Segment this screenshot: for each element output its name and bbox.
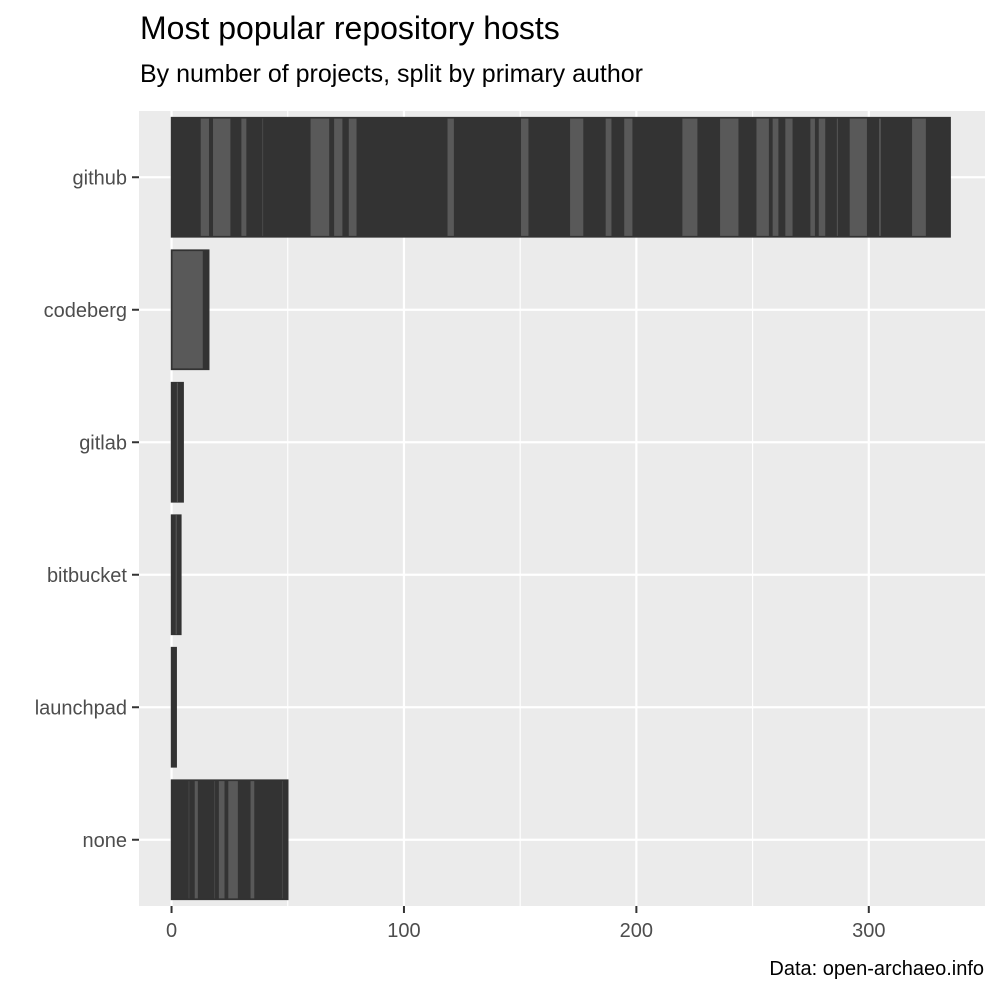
bar-segment-none: [194, 781, 198, 899]
bar-segment-github: [213, 118, 231, 236]
y-tick-label: launchpad: [35, 697, 127, 719]
bar-segment-github: [772, 118, 779, 236]
bar-segment-github: [879, 118, 881, 236]
bar-segment-github: [624, 118, 633, 236]
bar-segment-github: [849, 118, 867, 236]
bar-segment-github: [810, 118, 815, 236]
bar-segment-github: [310, 118, 330, 236]
bar-segment-none: [281, 781, 283, 899]
bar-segment-github: [262, 118, 264, 236]
bar-segment-none: [250, 781, 255, 899]
bar-segment-none: [188, 781, 190, 899]
x-tick-label: 200: [620, 920, 653, 942]
x-tick-label: 0: [166, 920, 177, 942]
bar-launchpad: [170, 646, 177, 768]
y-tick-label: bitbucket: [47, 565, 127, 587]
y-tick-label: none: [83, 830, 128, 852]
bar-segment-github: [334, 118, 343, 236]
x-tick-label: 100: [387, 920, 420, 942]
chart-caption: Data: open-archaeo.info: [769, 958, 984, 980]
x-tick-label: 300: [852, 920, 885, 942]
bar-segment-github: [785, 118, 793, 236]
bar-segment-github: [200, 118, 209, 236]
bar-github: [170, 116, 951, 238]
bar-segment-none: [228, 781, 238, 899]
bar-segment-github: [348, 118, 357, 236]
bar-segment-github: [682, 118, 698, 236]
bar-segment-none: [218, 781, 225, 899]
chart-title: Most popular repository hosts: [140, 10, 560, 46]
bar-segment-github: [605, 118, 612, 236]
bar-segment-github: [447, 118, 454, 236]
bar-segment-github: [521, 118, 529, 236]
bar-segment-github: [241, 118, 247, 236]
bar-segment-github: [836, 118, 838, 236]
y-tick-label: github: [73, 167, 128, 189]
y-tick-label: gitlab: [79, 432, 127, 454]
bar-segment-github: [818, 118, 826, 236]
chart-subtitle: By number of projects, split by primary …: [140, 60, 643, 88]
bar-segment-codeberg: [172, 251, 203, 369]
bar-segment-github: [756, 118, 769, 236]
plot-panel: [139, 111, 985, 906]
bar-segment-none: [214, 781, 216, 899]
bar-segment-github: [570, 118, 584, 236]
bar-segment-github: [720, 118, 739, 236]
y-tick-label: codeberg: [44, 300, 127, 322]
bar-segment-github: [912, 118, 926, 236]
